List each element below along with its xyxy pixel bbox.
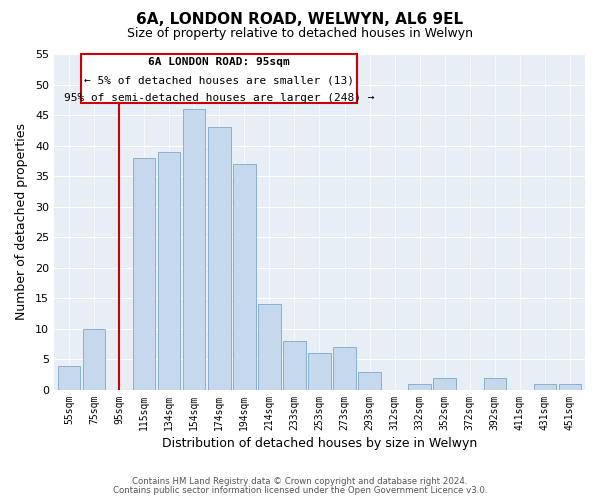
Y-axis label: Number of detached properties: Number of detached properties [15,124,28,320]
Bar [83,329,105,390]
Bar [358,372,381,390]
Bar [183,109,205,390]
Text: Contains HM Land Registry data © Crown copyright and database right 2024.: Contains HM Land Registry data © Crown c… [132,477,468,486]
Bar [208,128,230,390]
Bar [283,341,305,390]
Bar [308,354,331,390]
Bar [258,304,281,390]
Bar [409,384,431,390]
Text: 6A LONDON ROAD: 95sqm: 6A LONDON ROAD: 95sqm [148,58,290,68]
Bar [433,378,456,390]
FancyBboxPatch shape [82,54,357,103]
Bar [58,366,80,390]
Text: Size of property relative to detached houses in Welwyn: Size of property relative to detached ho… [127,28,473,40]
Bar [484,378,506,390]
Text: Contains public sector information licensed under the Open Government Licence v3: Contains public sector information licen… [113,486,487,495]
Bar [133,158,155,390]
Text: ← 5% of detached houses are smaller (13): ← 5% of detached houses are smaller (13) [84,76,354,86]
Bar [559,384,581,390]
Bar [233,164,256,390]
Bar [533,384,556,390]
Bar [333,347,356,390]
Bar [158,152,181,390]
Text: 95% of semi-detached houses are larger (248) →: 95% of semi-detached houses are larger (… [64,92,374,102]
Text: 6A, LONDON ROAD, WELWYN, AL6 9EL: 6A, LONDON ROAD, WELWYN, AL6 9EL [136,12,464,28]
X-axis label: Distribution of detached houses by size in Welwyn: Distribution of detached houses by size … [162,437,477,450]
